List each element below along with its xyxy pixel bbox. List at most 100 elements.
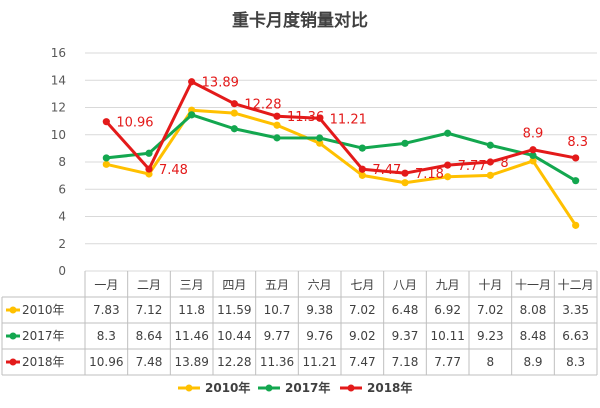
data-point [572, 177, 580, 185]
legend-dot [265, 384, 273, 392]
table-row-label: 2017年 [22, 329, 65, 343]
table-cell: 11.59 [217, 303, 251, 317]
gridlines [85, 52, 597, 272]
table-cell: 6.48 [392, 303, 419, 317]
data-point [188, 111, 196, 119]
category-label: 六月 [308, 278, 332, 292]
data-point [529, 157, 537, 165]
table-cell: 7.18 [392, 355, 419, 369]
data-point [572, 154, 580, 162]
legend-dot [347, 384, 355, 392]
category-label: 五月 [265, 278, 289, 292]
series-lines [102, 78, 580, 229]
category-label: 十月 [478, 278, 502, 292]
data-labels: 10.96 7.48 13.89 12.28 11.36 11.21 7.47 7.18 7.7… [116, 76, 588, 182]
y-tick-label: 12 [51, 101, 66, 115]
data-point [486, 141, 494, 149]
y-tick-label: 8 [58, 155, 66, 169]
data-table-lines [1, 271, 598, 376]
data-point [273, 121, 281, 129]
category-label: 八月 [393, 278, 417, 292]
row-legend-dot [9, 306, 17, 314]
data-point [145, 149, 153, 157]
data-point [230, 100, 238, 108]
data-point [102, 118, 110, 126]
data-label: 8 [500, 156, 508, 171]
table-cell: 11.36 [260, 355, 294, 369]
data-point [316, 139, 324, 147]
legend-label: 2018年 [367, 380, 412, 395]
data-point [358, 171, 366, 179]
table-cell: 8.9 [523, 355, 542, 369]
table-cell: 8.3 [97, 329, 116, 343]
table-cell: 7.48 [136, 355, 163, 369]
table-cell: 6.92 [434, 303, 461, 317]
category-label: 一月 [94, 278, 118, 292]
category-label: 十二月 [558, 278, 594, 292]
y-tick-label: 2 [58, 237, 66, 251]
data-label: 7.77 [458, 159, 487, 174]
category-labels: 一月 二月 三月 四月 五月 六月 七月 八月 九月 十月 十一月 十二月 [94, 278, 593, 292]
data-label: 11.21 [330, 112, 367, 127]
table-cell: 7.47 [349, 355, 376, 369]
data-label: 8.3 [567, 135, 588, 150]
data-point [401, 179, 409, 187]
table-cell: 8.64 [136, 329, 163, 343]
table-cell: 8.48 [520, 329, 547, 343]
data-point [316, 114, 324, 122]
data-point [145, 165, 153, 173]
table-cell: 11.21 [302, 355, 336, 369]
legend-label: 2010年 [205, 380, 250, 395]
data-point [401, 139, 409, 147]
table-cell: 11.46 [174, 329, 208, 343]
table-cell: 9.02 [349, 329, 376, 343]
y-axis-labels: 0 2 4 6 8 10 12 14 16 [51, 46, 66, 278]
y-tick-label: 0 [58, 264, 66, 278]
table-cell: 3.35 [562, 303, 589, 317]
data-label: 7.47 [372, 163, 401, 178]
y-tick-label: 14 [51, 73, 66, 87]
table-cell: 6.63 [562, 329, 589, 343]
table-cell: 7.83 [93, 303, 120, 317]
data-point [102, 154, 110, 162]
table-cell: 9.76 [306, 329, 333, 343]
category-label: 二月 [137, 278, 161, 292]
table-cell: 8.08 [520, 303, 547, 317]
table-row-label: 2010年 [22, 303, 65, 317]
data-label: 7.18 [415, 167, 444, 182]
y-tick-label: 6 [58, 182, 66, 196]
table-cell: 12.28 [217, 355, 251, 369]
table-cell: 10.96 [89, 355, 123, 369]
table-cell: 7.77 [434, 355, 461, 369]
data-point [486, 171, 494, 179]
table-cell: 9.37 [392, 329, 419, 343]
y-tick-label: 4 [58, 210, 66, 224]
data-label: 12.28 [244, 98, 281, 113]
legend-dot [185, 384, 193, 392]
y-tick-label: 10 [51, 128, 66, 142]
data-point [316, 134, 324, 142]
table-cell: 13.89 [174, 355, 208, 369]
row-legend-dot [9, 358, 17, 366]
table-cell: 9.77 [264, 329, 291, 343]
data-label: 11.36 [287, 110, 324, 125]
data-point [230, 109, 238, 117]
data-point [273, 112, 281, 120]
category-label: 三月 [180, 278, 204, 292]
data-label: 7.48 [159, 163, 188, 178]
table-cell: 8.3 [566, 355, 585, 369]
row-legend-dot [9, 332, 17, 340]
data-point [529, 146, 537, 154]
data-point [188, 78, 196, 86]
category-label: 四月 [222, 278, 246, 292]
table-row-label: 2018年 [22, 355, 65, 369]
data-point [358, 165, 366, 173]
data-label: 10.96 [116, 116, 153, 131]
data-point [444, 129, 452, 137]
data-point [102, 160, 110, 168]
y-tick-label: 16 [51, 46, 66, 60]
table-cell: 7.02 [477, 303, 504, 317]
table-cell: 8 [487, 355, 495, 369]
table-cell: 7.02 [349, 303, 376, 317]
